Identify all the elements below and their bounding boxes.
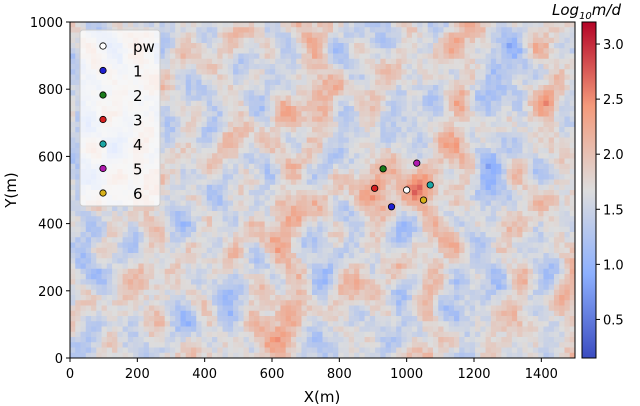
plot-frame — [69, 21, 576, 359]
legend-label: 4 — [133, 136, 143, 154]
y-tick: 1000 — [30, 16, 70, 31]
x-tick: 400 — [192, 358, 217, 382]
legend-marker — [99, 91, 107, 99]
well-point-2 — [379, 165, 387, 173]
x-tick-label: 400 — [192, 367, 217, 382]
colorbar-tick-label: 2.0 — [603, 148, 624, 163]
x-tick: 1200 — [457, 358, 491, 382]
well-markers — [371, 159, 434, 211]
legend-label: 2 — [133, 87, 143, 105]
y-tick-label: 200 — [38, 285, 63, 300]
x-tick-label: 0 — [66, 367, 74, 382]
colorbar: 0.5 1.0 1.5 2.0 2.5 3.0 Log10m/d — [552, 1, 624, 359]
x-tick: 1400 — [525, 358, 558, 382]
y-tick-label: 1000 — [30, 16, 63, 31]
well-point-6 — [419, 196, 428, 204]
colorbar-tick-label: 3.0 — [603, 38, 624, 53]
legend-marker — [99, 42, 107, 50]
colorbar-tick: 0.5 — [596, 313, 624, 328]
legend-entry: 2 — [99, 87, 143, 105]
legend-marker — [99, 140, 107, 148]
colorbar-tick: 1.5 — [596, 203, 624, 218]
x-axis: 0 200 400 600 800 1000 1200 1400 — [66, 358, 558, 382]
y-tick-label: 0 — [55, 352, 63, 367]
legend-entry: 6 — [99, 185, 143, 203]
legend-entry: 3 — [99, 112, 143, 130]
x-tick: 200 — [125, 358, 150, 382]
x-axis-label: X(m) — [304, 388, 341, 406]
colorbar-tick-label: 2.5 — [603, 93, 624, 108]
x-tick: 600 — [260, 358, 285, 382]
colorbar-tick: 2.0 — [596, 148, 624, 163]
legend-label: pw — [133, 38, 155, 56]
legend: pw 1 2 3 4 5 6 — [79, 29, 161, 207]
colorbar-tick: 3.0 — [596, 38, 624, 53]
well-point-3 — [371, 184, 379, 192]
well-point-5 — [413, 159, 421, 167]
x-tick-label: 600 — [260, 367, 285, 382]
legend-label: 6 — [133, 185, 143, 203]
x-tick-label: 200 — [125, 367, 150, 382]
colorbar-tick-label: 1.5 — [603, 203, 624, 218]
colorbar-ticks: 0.5 1.0 1.5 2.0 2.5 3.0 — [596, 38, 624, 328]
x-tick-label: 1000 — [390, 367, 423, 382]
y-axis-label: Y(m) — [2, 172, 20, 208]
colorbar-tick-label: 0.5 — [603, 313, 624, 328]
colorbar-tick-label: 1.0 — [603, 258, 624, 273]
y-tick: 400 — [38, 218, 70, 233]
legend-marker — [99, 115, 107, 124]
y-tick-label: 400 — [38, 218, 63, 233]
x-tick-label: 800 — [327, 367, 352, 382]
colorbar-label: Log10m/d — [552, 1, 621, 22]
colorbar-tick: 2.5 — [596, 93, 624, 108]
well-point-4 — [426, 181, 434, 189]
well-point-pw — [403, 186, 411, 194]
y-tick: 200 — [38, 285, 70, 300]
x-tick-label: 1400 — [525, 367, 558, 382]
legend-marker — [99, 164, 107, 173]
y-tick: 0 — [55, 352, 70, 367]
legend-entry: 1 — [99, 63, 143, 81]
legend-box — [79, 29, 161, 207]
colorbar-tick: 1.0 — [596, 258, 624, 273]
x-tick: 0 — [66, 358, 74, 382]
y-axis: 0 200 400 600 800 1000 — [30, 16, 70, 367]
y-tick: 800 — [38, 83, 70, 98]
x-tick-label: 1200 — [457, 367, 490, 382]
legend-marker — [99, 66, 107, 75]
legend-entry: pw — [99, 38, 155, 56]
x-tick: 800 — [327, 358, 352, 382]
legend-label: 5 — [133, 161, 143, 179]
legend-label: 1 — [133, 63, 143, 81]
y-tick: 600 — [38, 150, 70, 165]
legend-entry: 4 — [99, 136, 143, 154]
x-tick: 1000 — [390, 358, 423, 382]
legend-label: 3 — [133, 112, 143, 130]
colorbar-gradient — [581, 21, 597, 359]
y-tick-label: 800 — [38, 83, 63, 98]
y-tick-label: 600 — [38, 150, 63, 165]
legend-entry: 5 — [99, 161, 143, 179]
legend-marker — [99, 189, 107, 197]
well-point-1 — [387, 203, 396, 211]
